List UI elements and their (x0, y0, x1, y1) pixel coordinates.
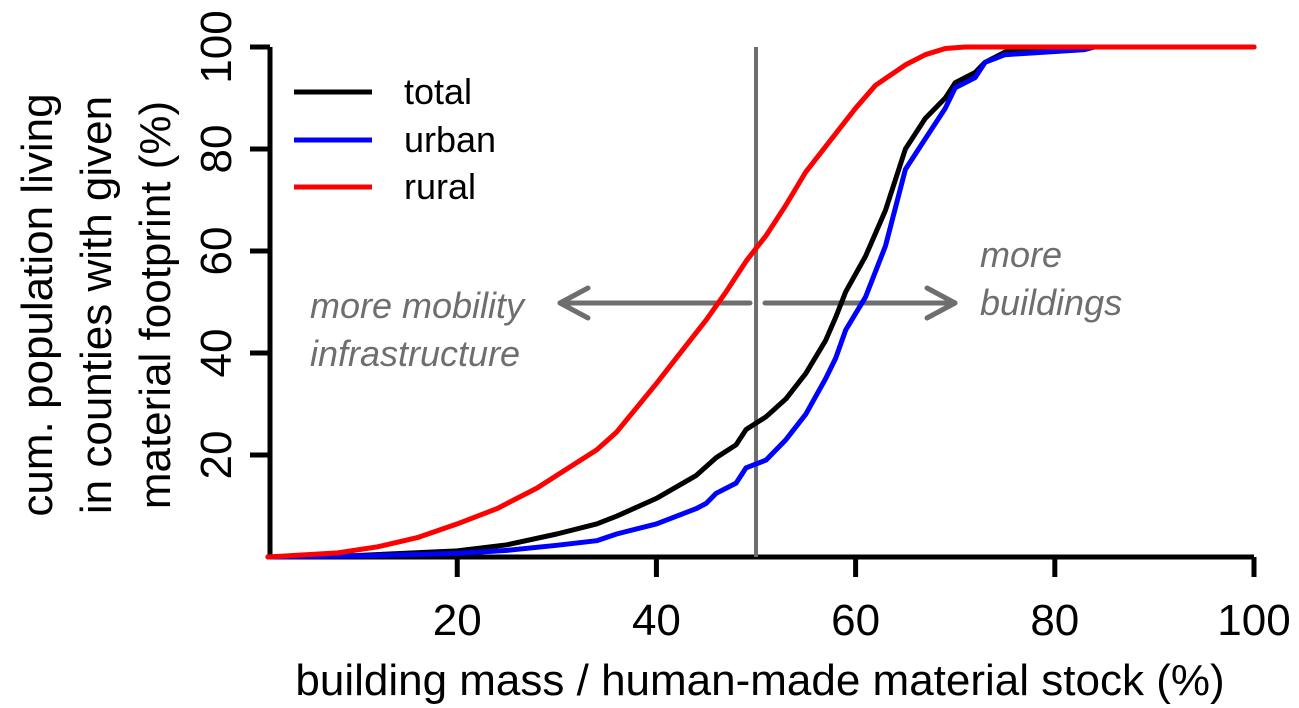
series-lines (265, 44, 1257, 560)
series-line-urban (265, 44, 1257, 560)
legend-label-rural: rural (404, 166, 476, 207)
arrow-left (557, 285, 753, 321)
y-axis-title-line2: in counties with given (72, 96, 121, 514)
series-line-rural (265, 44, 1257, 560)
legend-label-urban: urban (404, 119, 496, 160)
x-axis-title: building mass / human-made material stoc… (295, 656, 1224, 705)
y-tick-label: 100 (192, 10, 241, 83)
x-tick-label: 80 (1030, 596, 1079, 645)
y-tick-label: 20 (192, 431, 241, 480)
annotation-right-line1: more (980, 234, 1062, 275)
y-axis-title-line1: cum. population living (13, 93, 62, 516)
y-tick-label: 40 (192, 329, 241, 378)
x-axis-ticks: 20 40 60 80 100 (433, 557, 1291, 645)
y-tick-label: 60 (192, 227, 241, 276)
x-tick-label: 40 (632, 596, 681, 645)
legend-label-total: total (404, 71, 472, 112)
annotation-right-line2: buildings (980, 282, 1122, 323)
legend: total urban rural (294, 71, 496, 207)
y-tick-label: 80 (192, 125, 241, 174)
x-tick-label: 20 (433, 596, 482, 645)
x-tick-label: 100 (1217, 596, 1290, 645)
annotation-left-line2: infrastructure (310, 333, 520, 374)
annotation-left-line1: more mobility (310, 285, 526, 326)
x-tick-label: 60 (831, 596, 880, 645)
y-axis-ticks: 20 40 60 80 100 (192, 10, 270, 479)
series-line-total (265, 44, 1257, 560)
y-axis-title: cum. population living in counties with … (13, 93, 180, 516)
y-axis-title-line3: material footprint (%) (131, 101, 180, 509)
